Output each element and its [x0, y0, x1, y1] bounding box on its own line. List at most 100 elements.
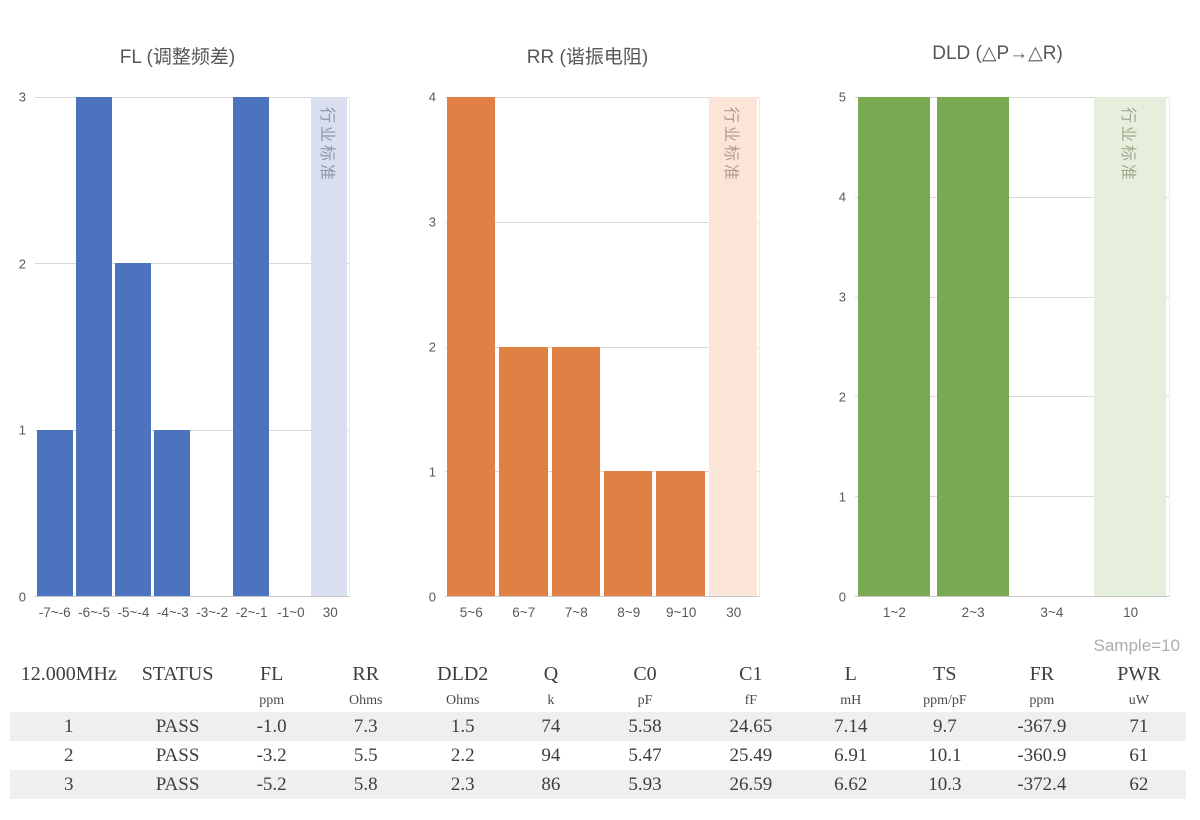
bars-container: 行业标准 — [855, 97, 1169, 596]
x-axis: -7~-6 -6~-5 -5~-4 -4~-3 -3~-2 -2~-1 -1~0 30 — [35, 605, 350, 620]
y-axis-tick-label: 0 — [838, 589, 846, 605]
chart-body: 0 1 2 3 4 行业标准 5~6 6~7 7~8 8~9 9~10 30 — [415, 91, 760, 620]
table-cell: PASS — [155, 715, 200, 737]
table-cell: -360.9 — [1017, 744, 1067, 766]
industry-standard-band: 行业标准 — [311, 97, 348, 596]
x-axis: 5~6 6~7 7~8 8~9 9~10 30 — [445, 605, 760, 620]
bar-slot — [74, 97, 113, 596]
bar — [115, 263, 152, 596]
industry-standard-label: 行业标准 — [721, 106, 739, 184]
table-unit-cell: Ohms — [348, 693, 383, 708]
x-axis-tick-label: 30 — [726, 605, 742, 620]
x-axis-tick-label: -1~0 — [277, 605, 305, 620]
table-row: 1 PASS -1.0 7.3 1.5 74 5.58 24.65 7.14 9.7 -367.9 7… — [10, 712, 1186, 741]
table-cell: 7.14 — [834, 715, 868, 737]
table-cell: -3.2 — [256, 744, 287, 766]
y-axis-tick-label: 3 — [428, 214, 436, 230]
chart-body: 0 1 2 3 4 5 行业标准 1~2 2~3 3~4 10 — [825, 91, 1170, 620]
bar-slot — [497, 97, 549, 596]
industry-standard-band: 行业标准 — [708, 97, 757, 596]
table-cell: 71 — [1129, 715, 1149, 737]
bar-slot — [445, 97, 497, 596]
table-cell: 10.3 — [928, 773, 962, 795]
bar — [858, 97, 931, 596]
industry-standard-label: 行业标准 — [318, 106, 336, 184]
gridline — [445, 221, 759, 223]
y-axis-tick-label: 1 — [428, 464, 436, 480]
table-unit-cell: pF — [637, 693, 653, 708]
y-axis: 0 1 2 3 4 5 — [825, 91, 855, 604]
gridline — [855, 97, 1169, 98]
gridline — [445, 471, 759, 473]
x-axis-tick-label: 2~3 — [961, 605, 985, 620]
sample-count-label: Sample=10 — [1093, 636, 1180, 655]
y-axis-tick-label: 5 — [838, 89, 846, 105]
table-cell: 61 — [1129, 744, 1149, 766]
bars-container: 行业标准 — [35, 97, 349, 596]
x-axis-tick-label: -5~-4 — [117, 605, 150, 620]
gridline — [35, 97, 349, 98]
bar-slot — [550, 97, 602, 596]
table-cell: PASS — [155, 744, 200, 766]
table-header-cell: DLD2 — [437, 662, 489, 685]
x-axis-tick-label: 3~4 — [1040, 605, 1064, 620]
table-cell: 1.5 — [450, 715, 475, 737]
gridline — [855, 496, 1169, 498]
bar-slot — [271, 97, 310, 596]
table-cell: 5.8 — [353, 773, 378, 795]
x-axis-tick-label: 9~10 — [666, 605, 697, 620]
bar — [154, 429, 191, 596]
table-header-cell: C0 — [633, 662, 657, 685]
bars-container: 行业标准 — [445, 97, 759, 596]
table-cell: 25.49 — [729, 744, 773, 766]
table-cell: 2.3 — [450, 773, 475, 795]
table-header-cell: FR — [1029, 662, 1055, 685]
chart-rr: RR (谐振电阻) 0 1 2 3 4 行业标准 5~6 6~7 7~8 8~9 9~10 30 — [415, 0, 760, 620]
gridline — [445, 97, 759, 98]
x-axis-tick-label: 30 — [322, 605, 338, 620]
table-cell: 94 — [541, 744, 561, 766]
bar — [656, 471, 705, 596]
x-axis-tick-label: -6~-5 — [78, 605, 111, 620]
table-row: 2 PASS -3.2 5.5 2.2 94 5.47 25.49 6.91 10.1 -360.9… — [10, 741, 1186, 770]
bar — [936, 97, 1009, 596]
y-axis-tick-label: 1 — [838, 489, 846, 505]
table-header-cell: STATUS — [141, 662, 214, 685]
x-axis-tick-label: 10 — [1123, 605, 1139, 620]
x-axis-tick-label: 6~7 — [512, 605, 536, 620]
bar-slot — [153, 97, 192, 596]
gridline — [445, 346, 759, 348]
y-axis: 0 1 2 3 — [5, 91, 35, 604]
chart-title: RR (谐振电阻) — [526, 47, 649, 68]
table-cell: 24.65 — [729, 715, 773, 737]
y-axis-tick-label: 3 — [18, 89, 26, 105]
table-unit-cell: uW — [1128, 693, 1149, 708]
table-header-row: 12.000MHz STATUS FL RR DLD2 Q C0 C1 L TS FR PWR — [10, 658, 1186, 690]
plot-area: 行业标准 — [35, 97, 350, 597]
bar-slot — [1012, 97, 1091, 596]
bar — [499, 346, 548, 596]
table-header-cell: C1 — [739, 662, 763, 685]
chart-title: DLD (△P→△R) — [932, 43, 1063, 64]
results-table: 12.000MHz STATUS FL RR DLD2 Q C0 C1 L TS FR PWR ppm… — [10, 658, 1186, 799]
chart-title: FL (调整频差) — [119, 47, 236, 68]
table-cell: 2 — [64, 744, 74, 766]
table-cell: 3 — [64, 773, 74, 795]
table-cell: 5.47 — [628, 744, 662, 766]
industry-standard-band: 行业标准 — [1093, 97, 1166, 596]
table-cell: 1 — [64, 715, 74, 737]
table-unit-cell: Ohms — [446, 693, 480, 708]
chart-body: 0 1 2 3 行业标准 -7~-6 -6~-5 -5~-4 -4~-3 -3~-2 -2~-1… — [5, 91, 350, 620]
table-cell: 62 — [1129, 773, 1149, 795]
y-axis-tick-label: 2 — [838, 389, 846, 405]
table-cell: 7.3 — [353, 715, 378, 737]
table-unit-cell: ppm — [1029, 693, 1055, 708]
table-unit-cell: k — [547, 693, 555, 708]
table-cell: -372.4 — [1017, 773, 1067, 795]
chart-fl: FL (调整频差) 0 1 2 3 行业标准 -7~-6 -6~-5 -5~-4 -4~-3… — [5, 0, 350, 620]
table-header-cell: TS — [933, 662, 957, 685]
table-cell: 5.58 — [628, 715, 662, 737]
table-header-cell: RR — [352, 662, 380, 685]
table-cell: 9.7 — [932, 715, 957, 737]
table-units-row: ppm Ohms Ohms k pF fF mH ppm/pF ppm uW — [10, 690, 1186, 712]
